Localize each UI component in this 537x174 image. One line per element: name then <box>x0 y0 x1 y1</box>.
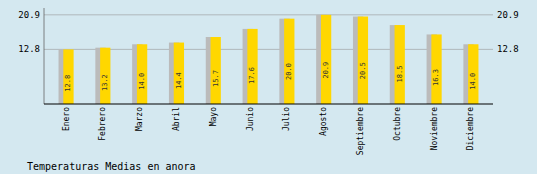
bar <box>468 44 478 104</box>
y-axis-line <box>44 8 45 104</box>
data-label: 20.9 <box>322 62 330 79</box>
data-label: 13.2 <box>101 74 109 91</box>
x-tick-label: Julio <box>282 107 291 131</box>
y-tick-label: 12.8 <box>18 44 40 54</box>
y-tick-label-right: 20.9 <box>497 10 519 20</box>
x-tick-label: Febrero <box>98 107 107 141</box>
x-tick-label: Noviembre <box>430 107 439 151</box>
x-tick-label: Octubre <box>393 107 402 141</box>
data-label: 14.0 <box>469 73 477 90</box>
data-label: 20.0 <box>285 63 293 80</box>
data-label: 14.0 <box>138 73 146 90</box>
bars <box>59 15 479 104</box>
grid-line <box>44 49 493 50</box>
data-label: 12.8 <box>64 75 72 92</box>
bar <box>63 49 73 104</box>
bar <box>174 43 184 104</box>
data-label: 20.5 <box>359 62 367 79</box>
chart: 12.8 13.2 14.0 14.4 15.7 17.6 20.0 20.9 20.5 18.5… <box>0 0 537 174</box>
x-tick-label: Septiembre <box>356 107 365 155</box>
x-tick-label: Diciembre <box>466 107 475 151</box>
bar <box>321 15 331 104</box>
bar <box>211 37 221 104</box>
x-tick-label: Enero <box>62 107 71 131</box>
bar <box>100 48 110 104</box>
bar <box>358 17 368 104</box>
bar <box>284 19 294 104</box>
x-axis-line <box>44 103 493 104</box>
x-tick-label: Marzo <box>135 107 144 131</box>
x-tick-label: Agosto <box>319 107 328 136</box>
data-label: 18.5 <box>396 66 404 83</box>
y-tick-label-right: 12.8 <box>497 44 519 54</box>
data-label: 15.7 <box>212 70 220 87</box>
x-tick-label: Mayo <box>209 107 218 126</box>
y-tick-label: 20.9 <box>18 10 40 20</box>
data-label: 16.3 <box>433 69 441 86</box>
data-label: 14.4 <box>175 72 183 89</box>
bar <box>247 29 257 104</box>
bar <box>431 34 441 104</box>
bar <box>137 44 147 104</box>
x-tick-label: Junio <box>246 107 255 131</box>
x-tick-label: Abril <box>172 107 181 131</box>
title: Temperaturas Medias en anora <box>27 161 196 172</box>
bar <box>395 25 405 104</box>
data-label: 17.6 <box>248 67 256 84</box>
grid-line <box>44 14 493 15</box>
